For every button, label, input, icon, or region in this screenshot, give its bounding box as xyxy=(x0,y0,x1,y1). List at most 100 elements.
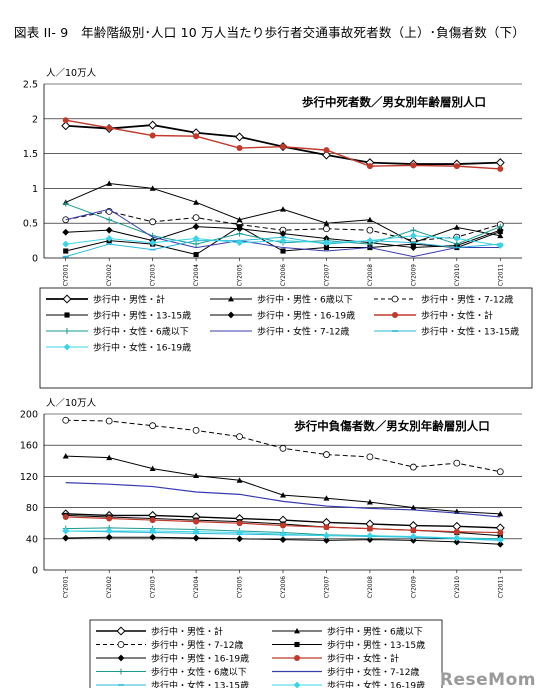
c1-series-5-point-8 xyxy=(410,162,417,169)
c2-series-2-point-1 xyxy=(105,417,113,425)
c1-series-6-point-3 xyxy=(193,241,200,248)
c1-series-5-point-5 xyxy=(280,143,286,150)
c1-legend-label-1: 歩行中・男性・6歳以下 xyxy=(257,294,353,306)
c2-series-2-point-3 xyxy=(192,426,200,434)
c1-legend-label-2: 歩行中・男性・7-12歳 xyxy=(421,294,513,306)
c1-series-5-point-6 xyxy=(323,147,330,154)
c2-legend-label-2: 歩行中・男性・7-12歳 xyxy=(151,639,243,651)
c2-series-9-point-2 xyxy=(149,527,157,535)
c1-xtick-7: CY2008 xyxy=(368,264,374,287)
c2-series-2-point-10 xyxy=(496,468,504,476)
c1-series-3-point-8 xyxy=(410,241,416,247)
c2-series-9-point-3 xyxy=(192,528,200,536)
c1-legend-marker-1 xyxy=(228,296,234,302)
c1-legend-marker-5 xyxy=(392,312,398,318)
c2-series-4-point-5 xyxy=(279,536,287,544)
c1-xtick-9: CY2010 xyxy=(455,264,461,287)
c2-series-7-line xyxy=(65,482,501,518)
c2-series-1-point-10 xyxy=(497,510,504,517)
c2-series-4-point-7 xyxy=(366,536,374,544)
c2-ytick-3: 120 xyxy=(20,472,38,483)
c2-series-9-point-1 xyxy=(105,527,113,535)
c2-series-2-point-0 xyxy=(62,416,70,424)
c2-series-4-point-1 xyxy=(105,533,113,541)
c1-series-9-point-3 xyxy=(192,235,200,242)
c1-xtick-5: CY2006 xyxy=(281,264,287,287)
c2-xtick-2: CY2003 xyxy=(151,576,157,599)
c1-xtick-3: CY2004 xyxy=(194,264,200,287)
c2-series-4-point-10 xyxy=(496,540,504,548)
c1-series-9-point-4 xyxy=(236,239,243,247)
c1-legend-label-6: 歩行中・女性・6歳以下 xyxy=(93,326,189,338)
c1-series-4-point-10 xyxy=(496,226,504,234)
c1-series-5-point-0 xyxy=(62,117,69,124)
c2-series-2-point-9 xyxy=(453,459,461,467)
c2-series-4 xyxy=(62,533,504,548)
c2-legend-marker-3 xyxy=(294,641,300,648)
c2-legend-label-7: 歩行中・女性・7-12歳 xyxy=(327,666,419,678)
c1-series-1-point-2 xyxy=(149,185,156,191)
c2-legend-marker-4 xyxy=(117,654,125,662)
c2-series-1-point-6 xyxy=(323,495,330,501)
c1-series-5-point-9 xyxy=(453,163,460,170)
c2-series-1-point-8 xyxy=(410,504,417,510)
c2-series-9-point-7 xyxy=(366,532,374,540)
c2-legend-label-1: 歩行中・男性・6歳以下 xyxy=(327,626,423,638)
c2-legend-label-3: 歩行中・男性・13-15歳 xyxy=(327,639,425,651)
c1-ytick-4: 2 xyxy=(32,114,38,125)
c2-series-9-point-4 xyxy=(236,529,243,536)
c1-series-1 xyxy=(62,180,504,246)
c1-series-3-point-3 xyxy=(193,251,199,258)
c2-ytick-4: 160 xyxy=(20,441,38,452)
c1-legend-marker-3 xyxy=(64,312,70,318)
c1-series-1-point-7 xyxy=(366,216,373,223)
c1-series-2-point-7 xyxy=(366,226,374,234)
c2-legend-marker-2 xyxy=(117,641,125,648)
c1-xtick-0: CY2001 xyxy=(64,264,70,287)
c2-legend-frame xyxy=(89,619,443,688)
c1-xtick-4: CY2005 xyxy=(238,264,244,287)
c2-legend-label-5: 歩行中・女性・計 xyxy=(327,653,399,665)
c2-series-9-point-0 xyxy=(62,527,70,535)
c1-series-0-point-10 xyxy=(495,158,505,168)
c1-series-2-point-2 xyxy=(149,218,157,226)
c2-ytick-0: 0 xyxy=(32,566,38,577)
c1-legend-label-8: 歩行中・女性・13-15歳 xyxy=(421,326,519,338)
c2-series-9 xyxy=(62,527,504,544)
c1-xtick-8: CY2009 xyxy=(411,264,417,287)
c1-legend-marker-9 xyxy=(63,343,71,351)
c2-series-1-point-0 xyxy=(62,453,69,459)
c2-series-9-point-6 xyxy=(323,532,330,540)
c1-legend: 歩行中・男性・計 歩行中・男性・6歳以下 歩行中・男性・7-12歳歩行中・男性・13… xyxy=(39,287,533,389)
injury-rate-chart: 人／10万人 0 40 80 120 160 200 CY2001 CY2002 CY2003 CY… xyxy=(20,398,522,688)
c1-series-5-point-3 xyxy=(193,133,200,140)
c1-series-9-point-2 xyxy=(149,239,157,247)
c2-series-4-point-3 xyxy=(192,534,200,542)
c2-series-9-point-8 xyxy=(409,533,417,540)
c2-series-1-point-3 xyxy=(193,472,200,479)
c2-series-2-point-6 xyxy=(323,451,330,458)
c2-series-9-point-10 xyxy=(496,536,504,544)
c1-series-9-point-8 xyxy=(409,232,417,240)
c1-series-9-point-6 xyxy=(323,239,330,247)
c2-series-5-point-6 xyxy=(323,524,330,531)
c2-ylabel: 人／10万人 xyxy=(46,398,97,409)
c1-series-4-point-3 xyxy=(192,223,200,231)
c2-series-5-point-9 xyxy=(453,528,460,535)
c2-series-4-point-9 xyxy=(453,538,461,546)
c2-series-5-point-3 xyxy=(193,518,200,525)
c1-series-1-point-9 xyxy=(453,224,460,230)
c2-legend-label-0: 歩行中・男性・計 xyxy=(151,626,223,638)
c2-series-5-point-2 xyxy=(149,517,156,524)
c1-series-0-point-6 xyxy=(321,150,331,160)
c1-xtick-2: CY2003 xyxy=(151,264,157,287)
c1-series-4-point-8 xyxy=(409,244,417,251)
c2-xtick-6: CY2007 xyxy=(324,576,330,599)
c2-legend-marker-1 xyxy=(294,628,300,634)
c1-title: 歩行中死者数／男女別年齢層別人口 xyxy=(302,95,486,109)
c2-xtick-10: CY2011 xyxy=(498,576,504,599)
c2-series-5 xyxy=(62,513,504,536)
c2-series-9-point-9 xyxy=(453,534,461,542)
c1-series-4-point-0 xyxy=(62,228,70,236)
c2-series-4-point-2 xyxy=(149,533,157,541)
